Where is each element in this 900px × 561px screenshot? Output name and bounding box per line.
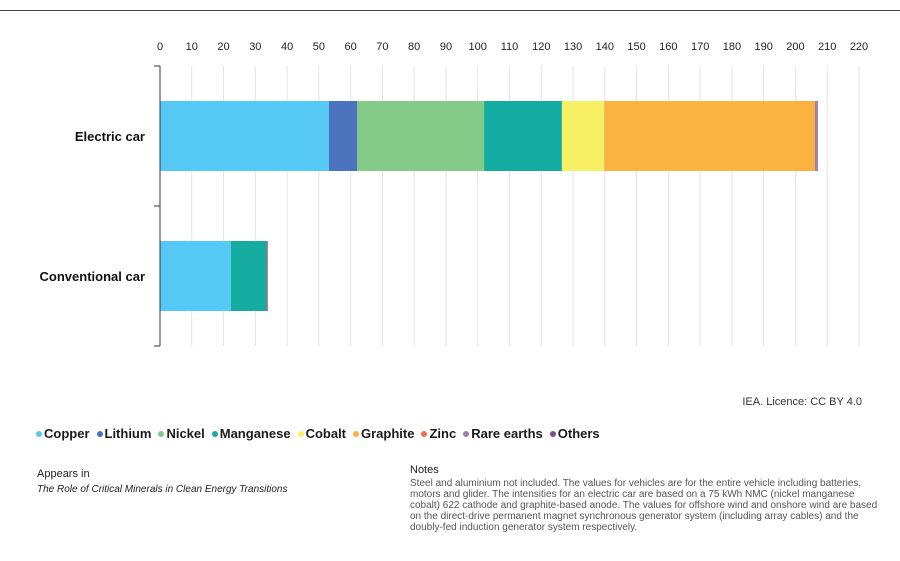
legend-dot-icon: [353, 430, 360, 437]
legend-item-cobalt[interactable]: Cobalt: [297, 426, 347, 441]
bar-segment-copper[interactable]: [160, 241, 231, 311]
category-label: Electric car: [75, 129, 145, 144]
legend-dot-icon: [549, 430, 556, 437]
bar-segment-nickel[interactable]: [357, 101, 485, 171]
notes: Notes Steel and aluminium not included. …: [410, 464, 880, 534]
legend-label: Rare earths: [471, 426, 543, 441]
x-tick-label: 0: [157, 41, 163, 53]
category-label: Conventional car: [40, 269, 145, 284]
x-tick-label: 90: [440, 41, 452, 53]
legend-item-zinc[interactable]: Zinc: [421, 426, 456, 441]
x-tick-label: 140: [596, 41, 614, 53]
legend-label: Nickel: [166, 426, 205, 441]
bar-segment-manganese[interactable]: [230, 241, 267, 311]
x-tick-label: 100: [469, 41, 487, 53]
bar-segment-lithium[interactable]: [329, 101, 358, 171]
bar-segment-graphite[interactable]: [604, 101, 815, 171]
x-tick-label: 20: [217, 41, 229, 53]
bar-segment-manganese[interactable]: [484, 101, 562, 171]
bar-segment-copper[interactable]: [160, 101, 330, 171]
x-tick-label: 40: [281, 41, 293, 53]
x-tick-label: 180: [723, 41, 741, 53]
legend-dot-icon: [463, 430, 470, 437]
legend-item-graphite[interactable]: Graphite: [353, 426, 414, 441]
x-tick-label: 120: [532, 41, 550, 53]
notes-text: Steel and aluminium not included. The va…: [410, 478, 878, 533]
x-tick-label: 170: [691, 41, 709, 53]
bar-segment-others[interactable]: [816, 101, 818, 171]
x-tick-label: 60: [345, 41, 357, 53]
legend-item-nickel[interactable]: Nickel: [158, 426, 205, 441]
x-tick-label: 200: [786, 41, 804, 53]
x-tick-label: 80: [408, 41, 420, 53]
x-tick-label: 70: [376, 41, 388, 53]
legend-item-others[interactable]: Others: [549, 426, 600, 441]
category-labels: Electric car Conventional car: [40, 129, 145, 284]
x-tick-label: 130: [564, 41, 582, 53]
x-tick-label: 30: [249, 41, 261, 53]
x-tick-label: 160: [659, 41, 677, 53]
legend-dot-icon: [158, 430, 165, 437]
x-tick-label: 150: [627, 41, 645, 53]
x-tick-label: 10: [186, 41, 198, 53]
x-tick-label: 190: [755, 41, 773, 53]
legend-label: Others: [557, 426, 600, 441]
legend-dot-icon: [297, 430, 304, 437]
legend-label: Copper: [44, 426, 90, 441]
notes-label: Notes: [410, 464, 439, 476]
legend-label: Lithium: [104, 426, 152, 441]
legend-dot-icon: [211, 430, 218, 437]
appears-in: Appears in The Role of Critical Minerals…: [37, 467, 287, 497]
publication-link[interactable]: The Role of Critical Minerals in Clean E…: [37, 484, 288, 495]
stacked-bar-chart: 0 10 20 30 40 50 60 70 80 90 100 110 120 130 140 150 160…: [40, 41, 868, 347]
legend-label: Cobalt: [305, 426, 347, 441]
x-tick-label: 110: [501, 41, 519, 53]
legend: Copper Lithium Nickel Manganese Cobalt Graphi…: [36, 426, 600, 441]
legend-dot-icon: [421, 430, 428, 437]
legend-item-lithium[interactable]: Lithium: [96, 426, 152, 441]
bar-segment-rare-earths[interactable]: [815, 101, 817, 171]
legend-dot-icon: [96, 430, 103, 437]
y-axis: [154, 65, 161, 347]
bar-segment-others[interactable]: [266, 241, 268, 311]
licence-text: IEA. Licence: CC BY 4.0: [742, 396, 862, 408]
legend-label: Zinc: [429, 426, 457, 441]
legend-item-rare-earths[interactable]: Rare earths: [463, 426, 543, 441]
legend-item-manganese[interactable]: Manganese: [211, 426, 291, 441]
bar-segment-cobalt[interactable]: [561, 101, 605, 171]
legend-item-copper[interactable]: Copper: [36, 426, 90, 441]
x-tick-label: 210: [818, 41, 836, 53]
x-tick-label: 50: [313, 41, 325, 53]
x-axis-ticks: 0 10 20 30 40 50 60 70 80 90 100 110 120 130 140 150 160…: [157, 41, 868, 53]
appears-in-label: Appears in: [37, 468, 90, 480]
legend-dot-icon: [36, 430, 42, 437]
bars: [160, 101, 818, 311]
x-tick-label: 220: [850, 41, 868, 53]
top-rule: [0, 10, 900, 11]
legend-label: Manganese: [219, 426, 291, 441]
legend-label: Graphite: [361, 426, 415, 441]
